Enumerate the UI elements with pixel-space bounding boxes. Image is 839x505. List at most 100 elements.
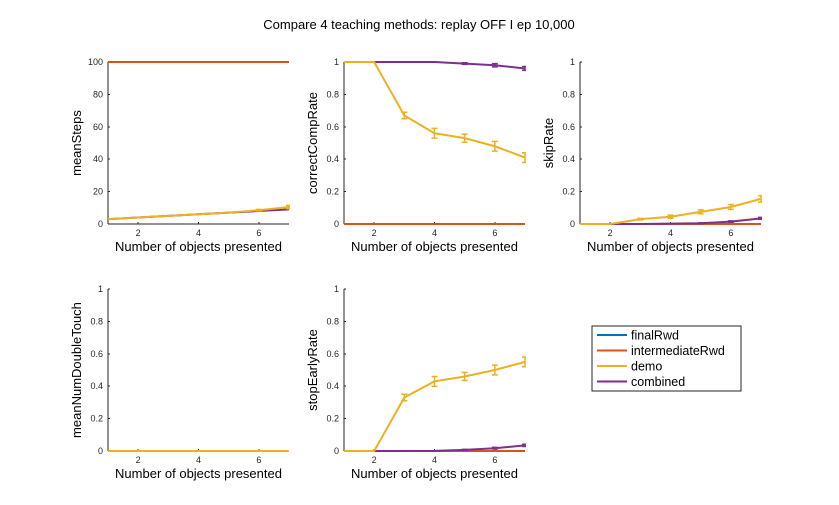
x-tick-label: 4 bbox=[196, 455, 201, 465]
y-tick-label: 0.2 bbox=[326, 414, 339, 424]
x-axis-label: Number of objects presented bbox=[351, 466, 518, 481]
legend-label: demo bbox=[631, 360, 662, 374]
x-tick-label: 6 bbox=[492, 455, 497, 465]
y-tick-label: 0.6 bbox=[326, 122, 339, 132]
error-bar-combined bbox=[697, 222, 704, 225]
error-bar-demo bbox=[401, 393, 408, 402]
x-axis-label: Number of objects presented bbox=[587, 239, 754, 254]
series-line-demo bbox=[344, 61, 526, 159]
x-tick-label: 2 bbox=[608, 228, 613, 238]
legend-entry: combined bbox=[597, 375, 685, 389]
x-tick-label: 4 bbox=[668, 228, 673, 238]
y-axis-label: correctCompRate bbox=[305, 92, 320, 194]
y-tick-label: 1 bbox=[98, 284, 103, 294]
x-axis-label: Number of objects presented bbox=[115, 239, 282, 254]
y-axis-label: stopEarlyRate bbox=[305, 329, 320, 411]
x-axis-label: Number of objects presented bbox=[115, 466, 282, 481]
y-tick-label: 0.2 bbox=[326, 187, 339, 197]
figure-title: Compare 4 teaching methods: replay OFF I… bbox=[263, 17, 574, 32]
legend-box bbox=[591, 325, 742, 392]
y-tick-label: 0.6 bbox=[562, 122, 575, 132]
y-tick-label: 20 bbox=[93, 187, 103, 197]
error-bar-combined bbox=[491, 62, 498, 68]
y-tick-label: 0.6 bbox=[90, 349, 103, 359]
error-bar-combined bbox=[727, 220, 734, 223]
y-tick-label: 0.8 bbox=[326, 89, 339, 99]
y-tick-label: 0.4 bbox=[326, 381, 339, 391]
error-bar-demo bbox=[461, 371, 468, 382]
y-axis-label: skipRate bbox=[541, 118, 556, 169]
error-bar-combined bbox=[758, 216, 762, 221]
y-tick-label: 0 bbox=[98, 446, 103, 456]
y-tick-label: 100 bbox=[88, 57, 103, 67]
error-bar-combined bbox=[522, 65, 526, 72]
y-tick-label: 1 bbox=[570, 57, 575, 67]
y-tick-label: 0.2 bbox=[562, 187, 575, 197]
error-bar-demo bbox=[286, 204, 290, 210]
x-tick-label: 2 bbox=[372, 455, 377, 465]
error-bar-demo bbox=[697, 209, 704, 215]
x-tick-label: 4 bbox=[432, 228, 437, 238]
y-axis-label: meanNumDoubleTouch bbox=[69, 302, 84, 438]
error-bar-combined bbox=[491, 446, 498, 450]
y-tick-label: 60 bbox=[93, 122, 103, 132]
y-tick-label: 40 bbox=[93, 154, 103, 164]
y-axis-label: meanSteps bbox=[69, 110, 84, 176]
legend-entry: finalRwd bbox=[597, 329, 679, 343]
y-tick-label: 0.4 bbox=[562, 154, 575, 164]
y-tick-label: 1 bbox=[334, 57, 339, 67]
x-tick-label: 2 bbox=[136, 228, 141, 238]
error-bar-demo bbox=[491, 364, 498, 376]
error-bar-demo bbox=[522, 151, 526, 164]
x-tick-label: 4 bbox=[432, 455, 437, 465]
error-bar-demo bbox=[758, 194, 762, 203]
y-tick-label: 0.8 bbox=[326, 316, 339, 326]
x-axis-label: Number of objects presented bbox=[351, 239, 518, 254]
legend-label: finalRwd bbox=[631, 329, 679, 343]
plot-area bbox=[580, 194, 762, 225]
x-tick-label: 6 bbox=[256, 228, 261, 238]
legend-entry: intermediateRwd bbox=[597, 344, 725, 358]
plot-area bbox=[344, 356, 526, 452]
y-tick-label: 0.8 bbox=[90, 316, 103, 326]
error-bar-demo bbox=[431, 127, 438, 139]
y-tick-label: 0 bbox=[570, 219, 575, 229]
legend-entry: demo bbox=[597, 360, 662, 374]
y-tick-label: 0 bbox=[334, 446, 339, 456]
x-tick-label: 6 bbox=[492, 228, 497, 238]
series-line-demo bbox=[107, 205, 290, 221]
error-bar-demo bbox=[461, 133, 468, 143]
error-bar-combined bbox=[461, 448, 468, 452]
plot-area bbox=[344, 61, 526, 225]
error-bar-demo bbox=[431, 375, 438, 387]
error-bar-demo bbox=[491, 140, 498, 152]
x-tick-label: 6 bbox=[728, 228, 733, 238]
y-tick-label: 1 bbox=[334, 284, 339, 294]
x-tick-label: 2 bbox=[372, 228, 377, 238]
y-tick-label: 0.6 bbox=[326, 349, 339, 359]
x-tick-label: 2 bbox=[136, 455, 141, 465]
error-bar-demo bbox=[727, 203, 734, 211]
error-bar-combined bbox=[461, 62, 468, 66]
y-tick-label: 0.4 bbox=[90, 381, 103, 391]
error-bar-demo bbox=[637, 217, 644, 221]
plot-area bbox=[107, 61, 290, 221]
y-tick-label: 0.2 bbox=[90, 414, 103, 424]
y-tick-label: 0 bbox=[334, 219, 339, 229]
error-bar-demo bbox=[401, 111, 408, 120]
series-line-demo bbox=[580, 197, 762, 225]
y-tick-label: 80 bbox=[93, 89, 103, 99]
y-tick-label: 0.8 bbox=[562, 89, 575, 99]
error-bar-demo bbox=[522, 356, 526, 368]
x-tick-label: 4 bbox=[196, 228, 201, 238]
legend-label: combined bbox=[631, 375, 685, 389]
